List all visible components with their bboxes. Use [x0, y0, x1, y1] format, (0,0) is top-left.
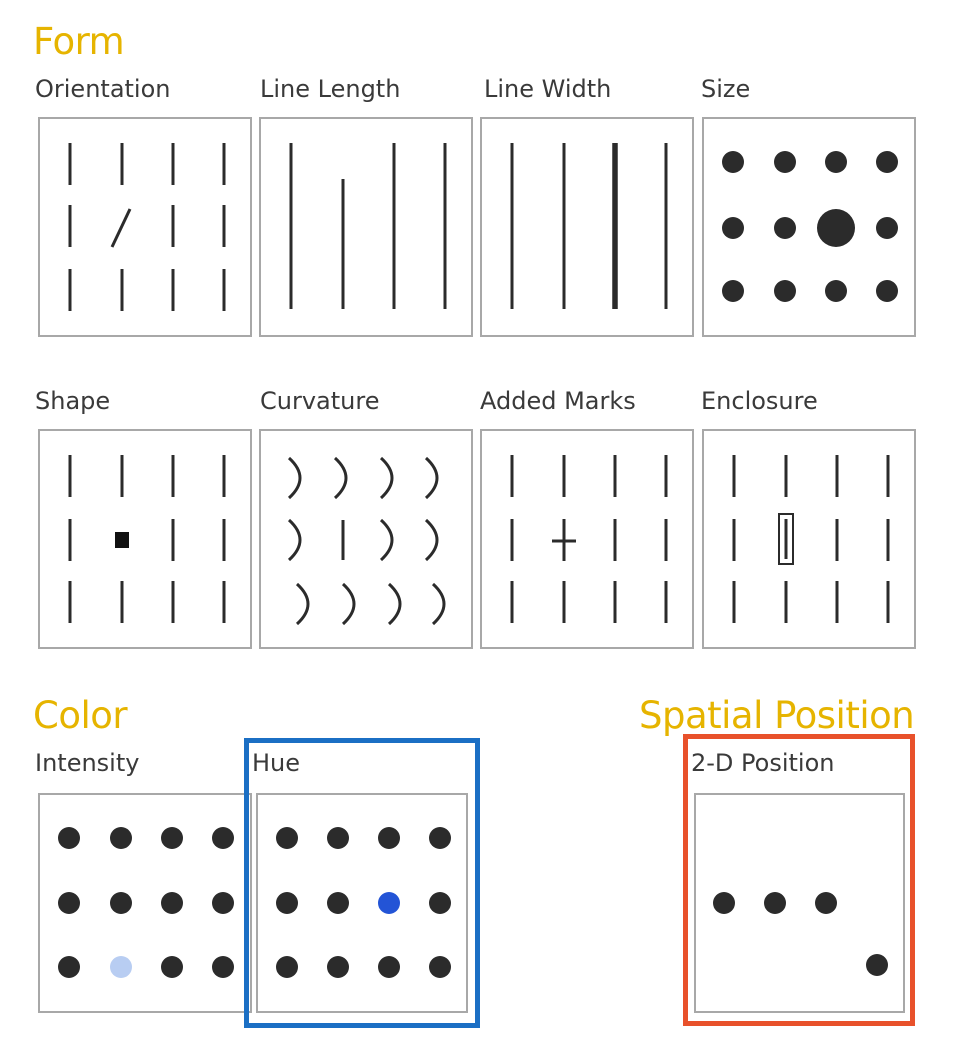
panel-line-width: [480, 117, 694, 337]
panel-shape: [38, 429, 252, 649]
panel-intensity: [38, 793, 252, 1013]
panel-hue: [256, 793, 468, 1013]
dot-mark: [429, 827, 451, 849]
dot-mark: [876, 217, 898, 239]
orientation-marks: [68, 143, 226, 311]
curve-mark: [341, 582, 356, 626]
panel-size: [702, 117, 916, 337]
curve-mark: [333, 456, 348, 500]
dot-mark: [58, 892, 80, 914]
dot-mark: [378, 827, 400, 849]
curve-mark: [431, 582, 446, 626]
dot-mark: [825, 280, 847, 302]
dot-mark: [276, 892, 298, 914]
dot-mark: [58, 827, 80, 849]
dot-mark: [161, 892, 183, 914]
dot-mark: [110, 892, 132, 914]
dot-mark: [429, 892, 451, 914]
dot-mark: [764, 892, 786, 914]
dot-mark: [110, 827, 132, 849]
highlight-box-2d-position: [683, 734, 915, 1026]
tilted-line-mark: [110, 208, 132, 248]
panel-added-marks: [480, 429, 694, 649]
section-title-color: Color: [33, 694, 128, 737]
position-2d-marks: [713, 892, 888, 976]
dot-mark: [825, 151, 847, 173]
dot-mark: [378, 956, 400, 978]
dot-mark: [722, 280, 744, 302]
panel-enclosure: [702, 429, 916, 649]
curve-mark: [387, 582, 402, 626]
offset-dot-mark: [866, 954, 888, 976]
dot-mark: [276, 956, 298, 978]
curve-mark: [287, 456, 302, 500]
intensity-marks: [58, 827, 234, 978]
panel-2d-position: [694, 793, 905, 1013]
panel-orientation: [38, 117, 252, 337]
line-length-marks: [289, 143, 447, 309]
label-2d-position: 2-D Position: [691, 749, 835, 777]
dot-mark: [327, 827, 349, 849]
dot-mark: [713, 892, 735, 914]
dot-mark: [327, 892, 349, 914]
dot-mark: [429, 956, 451, 978]
label-added-marks: Added Marks: [480, 387, 636, 415]
section-title-form: Form: [33, 20, 125, 63]
size-marks: [722, 151, 898, 302]
curve-mark: [424, 456, 439, 500]
square-mark: [115, 532, 129, 548]
label-orientation: Orientation: [35, 75, 171, 103]
large-dot-mark: [817, 209, 855, 247]
dot-mark: [327, 956, 349, 978]
label-hue: Hue: [252, 749, 301, 777]
dot-mark: [212, 892, 234, 914]
dot-mark: [58, 956, 80, 978]
panel-curvature: [259, 429, 473, 649]
label-size: Size: [701, 75, 751, 103]
dot-mark: [774, 151, 796, 173]
blue-dot-mark: [378, 892, 400, 914]
curve-mark: [295, 582, 310, 626]
hue-marks: [276, 827, 451, 978]
dot-mark: [876, 151, 898, 173]
shape-marks: [68, 455, 226, 623]
label-line-length: Line Length: [260, 75, 401, 103]
dot-mark: [722, 217, 744, 239]
highlight-box-hue: [244, 738, 480, 1028]
curve-mark: [424, 518, 439, 562]
label-curvature: Curvature: [260, 387, 380, 415]
dot-mark: [212, 956, 234, 978]
light-dot-mark: [110, 956, 132, 978]
section-title-spatial-position: Spatial Position: [639, 694, 915, 737]
enclosure-box-mark: [778, 513, 794, 565]
added-marks-marks: [510, 455, 668, 623]
dot-mark: [815, 892, 837, 914]
dot-mark: [161, 956, 183, 978]
label-enclosure: Enclosure: [701, 387, 818, 415]
dot-mark: [276, 827, 298, 849]
curve-mark: [287, 518, 302, 562]
curvature-marks: [287, 456, 446, 626]
curve-mark: [379, 518, 394, 562]
enclosure-marks: [732, 455, 890, 623]
curve-mark: [379, 456, 394, 500]
dot-mark: [212, 827, 234, 849]
label-line-width: Line Width: [484, 75, 612, 103]
dot-mark: [722, 151, 744, 173]
label-shape: Shape: [35, 387, 111, 415]
line-width-marks: [510, 143, 668, 309]
dot-mark: [161, 827, 183, 849]
label-intensity: Intensity: [35, 749, 140, 777]
dot-mark: [774, 217, 796, 239]
dot-mark: [876, 280, 898, 302]
panel-line-length: [259, 117, 473, 337]
dot-mark: [774, 280, 796, 302]
